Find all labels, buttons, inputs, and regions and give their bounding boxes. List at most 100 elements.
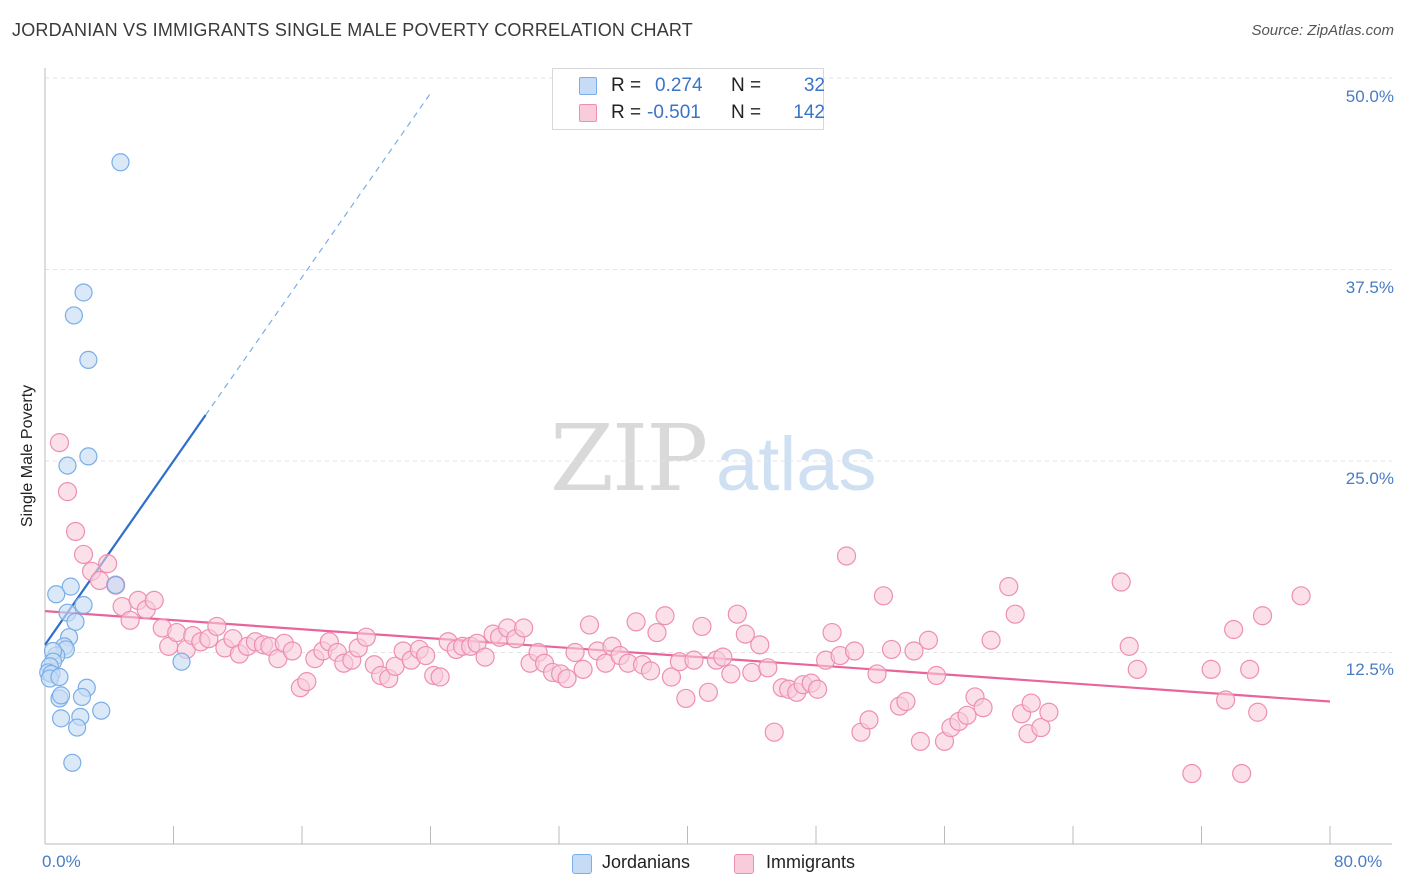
jordanians-point	[58, 456, 77, 475]
jordanians-trend-extension	[205, 92, 431, 416]
immigrants-point	[1111, 572, 1131, 592]
zipatlas-watermark: ZIP atlas	[550, 405, 877, 512]
immigrants-point	[626, 612, 646, 632]
immigrants-point	[144, 590, 164, 611]
immigrants-point	[836, 546, 857, 566]
immigrants-point	[1119, 636, 1139, 656]
immigrants-point	[475, 647, 495, 667]
immigrants-point	[1224, 619, 1244, 640]
immigrants-point	[904, 641, 924, 661]
immigrants-point	[727, 604, 747, 624]
immigrants-point	[742, 662, 762, 683]
immigrants-point	[565, 642, 585, 663]
jordanians-point	[63, 753, 82, 772]
immigrants-point	[661, 667, 682, 687]
immigrants-point	[1240, 659, 1260, 679]
immigrants-point	[910, 731, 931, 751]
y-tick-label: 12.5%	[1345, 660, 1394, 679]
trend-lines	[44, 92, 1331, 703]
immigrants-point	[1182, 763, 1202, 784]
r-label: R =	[611, 102, 642, 123]
immigrants-legend-swatch	[734, 854, 754, 874]
immigrants-point	[167, 622, 187, 643]
immigrants-point	[764, 722, 784, 742]
immigrants-point	[49, 433, 70, 453]
immigrants-point	[844, 641, 865, 661]
source-credit: Source: ZipAtlas.com	[1251, 22, 1394, 39]
y-tick-label: 25.0%	[1345, 469, 1394, 488]
immigrants-point	[692, 616, 712, 637]
immigrants-point	[297, 672, 317, 692]
immigrants-point	[57, 482, 78, 502]
immigrants-point	[1127, 659, 1147, 679]
n-value: 32	[803, 75, 825, 96]
jordanians-point	[68, 718, 87, 737]
immigrants-point	[721, 664, 741, 684]
immigrants-point	[73, 544, 94, 565]
immigrants-point	[655, 606, 675, 626]
gridlines	[45, 77, 1392, 653]
immigrants-point	[698, 682, 718, 702]
x-tick-label-max: 80.0%	[1334, 852, 1383, 871]
immigrants-point	[65, 521, 86, 542]
immigrants-point	[90, 570, 110, 591]
immigrants-point	[926, 665, 947, 686]
jordanians-point	[51, 709, 71, 728]
immigrants-point	[758, 658, 778, 678]
immigrants-point	[1232, 763, 1252, 784]
jordanians-legend-swatch	[572, 854, 592, 874]
correlation-legend: R = 0.274 N = 32 R = -0.501 N = 142	[552, 68, 825, 130]
immigrants-point	[557, 668, 577, 689]
y-tick-label: 37.5%	[1345, 278, 1394, 297]
immigrants-point	[1031, 717, 1051, 738]
jordanians-point	[72, 687, 92, 707]
legend-label: Jordanians	[602, 852, 691, 872]
r-value: -0.501	[647, 102, 701, 123]
jordanians-point	[50, 667, 69, 687]
svg-text:atlas: atlas	[716, 422, 877, 507]
immigrants-point	[1252, 606, 1273, 626]
immigrants-point	[514, 618, 534, 638]
immigrants-point	[207, 616, 227, 637]
immigrants-point	[822, 622, 842, 643]
immigrants-point	[1039, 702, 1059, 722]
jordanians-point	[47, 585, 66, 604]
immigrants-point	[684, 650, 704, 670]
immigrants-point	[356, 627, 376, 647]
immigrants-point	[1248, 702, 1268, 722]
x-tick-label-min: 0.0%	[42, 852, 81, 871]
jordanians-point	[172, 652, 191, 671]
immigrants-point	[1215, 690, 1236, 710]
jordanians-point	[74, 283, 93, 302]
n-label: N =	[731, 102, 762, 123]
immigrants-point	[867, 664, 887, 684]
immigrants-point	[881, 639, 902, 660]
immigrants-point	[918, 630, 939, 650]
legend-label: Immigrants	[766, 852, 856, 872]
n-value: 142	[793, 102, 825, 123]
jordanians-point	[111, 153, 130, 172]
immigrants-point	[1291, 586, 1311, 606]
axes	[44, 68, 1392, 845]
immigrants-point	[981, 630, 1001, 650]
r-value: 0.274	[655, 75, 703, 96]
immigrants-point	[676, 688, 696, 709]
chart-title: JORDANIAN VS IMMIGRANTS SINGLE MALE POVE…	[12, 20, 693, 40]
data-points	[39, 153, 1311, 784]
jordanians-point	[66, 612, 85, 631]
immigrants-point	[750, 635, 770, 655]
immigrants-point	[579, 615, 600, 635]
y-tick-label: 50.0%	[1345, 87, 1394, 106]
svg-text:ZIP: ZIP	[550, 405, 706, 512]
immigrants-point	[859, 710, 879, 730]
jordanians-point	[79, 447, 98, 466]
jordanians-point	[61, 577, 80, 596]
immigrants-point	[735, 624, 755, 644]
immigrants-point	[573, 659, 593, 679]
immigrants-point	[430, 667, 450, 687]
immigrants-point	[713, 647, 733, 667]
immigrants-point	[1005, 604, 1025, 624]
immigrants-point	[957, 705, 977, 725]
jordanians-point	[64, 306, 84, 325]
